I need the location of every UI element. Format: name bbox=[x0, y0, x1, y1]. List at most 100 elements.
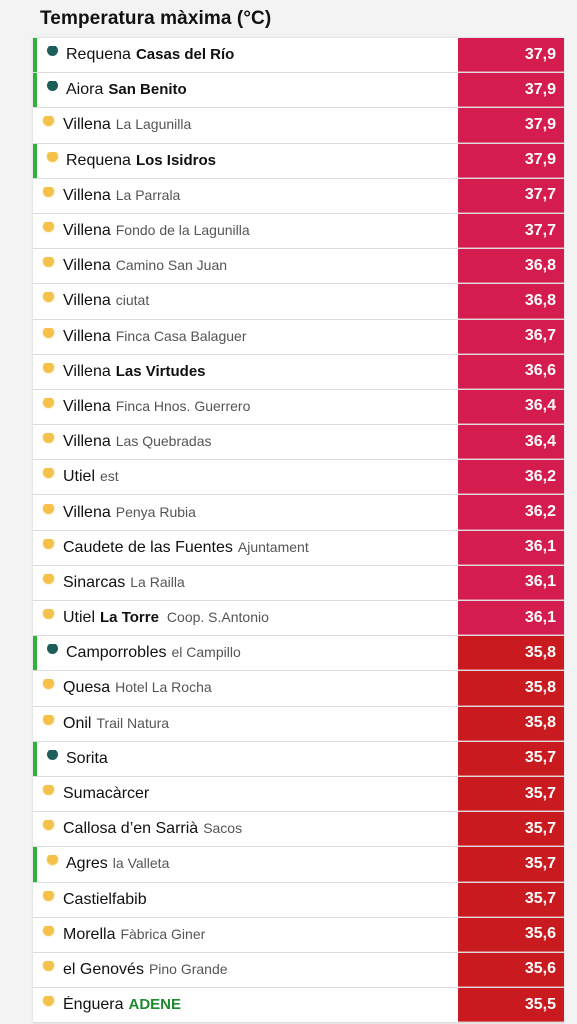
station-row[interactable]: Villena Las Virtudes 36,6 bbox=[33, 354, 564, 390]
sun-icon bbox=[43, 433, 54, 444]
sun-icon bbox=[43, 573, 54, 584]
sun-icon bbox=[47, 855, 58, 866]
station-row[interactable]: Sorita 35,7 bbox=[33, 741, 564, 777]
temperature-value: 37,9 bbox=[458, 143, 564, 178]
temperature-value: 36,4 bbox=[458, 425, 564, 460]
sun-icon bbox=[43, 362, 54, 373]
station-name-cell: Castielfabib bbox=[33, 890, 458, 909]
sun-icon bbox=[43, 820, 54, 831]
station-row[interactable]: Utiel est 36,2 bbox=[33, 460, 564, 496]
sun-icon bbox=[43, 186, 54, 197]
temperature-value: 36,1 bbox=[458, 601, 564, 636]
station-dot-icon bbox=[47, 749, 58, 760]
town-label: Villena bbox=[63, 433, 111, 451]
station-label: San Benito bbox=[108, 81, 187, 99]
sun-icon bbox=[47, 151, 58, 162]
station-row[interactable]: el Genovés Pino Grande 35,6 bbox=[33, 952, 564, 989]
sun-icon bbox=[43, 714, 54, 725]
station-name-cell: Sinarcas La Railla bbox=[33, 573, 458, 592]
town-label: Utiel bbox=[63, 468, 96, 486]
station-name-cell: Onil Trail Natura bbox=[33, 714, 458, 733]
temperature-value: 35,8 bbox=[458, 671, 564, 706]
town-label: el Genovés bbox=[63, 960, 144, 978]
sun-icon bbox=[43, 890, 54, 901]
town-label: Camporrobles bbox=[66, 644, 167, 662]
station-row[interactable]: Villena Penya Rubia 36,2 bbox=[33, 495, 564, 531]
station-dot-icon bbox=[47, 644, 58, 655]
station-name-cell: Villena Finca Casa Balaguer bbox=[33, 327, 458, 346]
station-label: Hotel La Rocha bbox=[115, 679, 212, 696]
station-name-cell: Villena Penya Rubia bbox=[33, 503, 458, 522]
sun-icon bbox=[43, 503, 54, 514]
station-row[interactable]: Villena Camino San Juan 36,8 bbox=[33, 249, 564, 285]
station-label: Sacos bbox=[203, 820, 243, 837]
temperature-value: 36,8 bbox=[458, 284, 564, 319]
station-row[interactable]: Villena Las Quebradas 36,4 bbox=[33, 425, 564, 461]
station-dot-icon bbox=[47, 81, 58, 92]
town-label: Quesa bbox=[63, 679, 111, 697]
station-name-cell: Villena Camino San Juan bbox=[33, 257, 458, 275]
temperature-value: 35,8 bbox=[458, 636, 564, 671]
temperature-value: 36,1 bbox=[458, 565, 564, 600]
station-name-cell: Camporrobles el Campillo bbox=[33, 644, 458, 662]
town-label: Onil bbox=[63, 714, 92, 732]
temperature-value: 36,1 bbox=[458, 530, 564, 565]
sun-icon bbox=[43, 116, 54, 127]
station-label: La Railla bbox=[130, 573, 185, 590]
station-row[interactable]: Castielfabib 35,7 bbox=[33, 882, 564, 918]
station-name-cell: Utiel est bbox=[33, 468, 458, 486]
temperature-value: 37,7 bbox=[458, 178, 564, 213]
station-row[interactable]: Caudete de las Fuentes Ajuntament 36,1 bbox=[33, 530, 564, 566]
station-row[interactable]: Villena La Lagunilla 37,9 bbox=[33, 108, 564, 144]
station-label: Ajuntament bbox=[237, 538, 309, 555]
station-name-cell: Sorita bbox=[33, 749, 458, 768]
station-row[interactable]: Villena La Parrala 37,7 bbox=[33, 178, 564, 214]
station-row[interactable]: Aiora San Benito 37,9 bbox=[33, 73, 564, 109]
station-row[interactable]: Villena ciutat 36,8 bbox=[33, 284, 564, 320]
station-extra-label: Coop. S.Antonio bbox=[166, 609, 269, 626]
sun-icon bbox=[43, 996, 54, 1007]
station-row[interactable]: Villena Fondo de la Lagunilla 37,7 bbox=[33, 213, 564, 250]
station-row[interactable]: Villena Finca Casa Balaguer 36,7 bbox=[33, 319, 564, 355]
station-row[interactable]: Sinarcas La Railla 36,1 bbox=[33, 565, 564, 601]
temperature-value: 35,6 bbox=[458, 952, 564, 988]
temperature-value: 37,9 bbox=[458, 108, 564, 143]
station-label: Camino San Juan bbox=[115, 257, 228, 274]
temperature-value: 36,6 bbox=[458, 354, 564, 389]
temperature-value: 37,9 bbox=[458, 38, 564, 73]
sun-icon bbox=[43, 679, 54, 690]
station-label: Finca Hnos. Guerrero bbox=[115, 397, 251, 414]
town-label: Villena bbox=[63, 327, 111, 345]
temperature-value: 35,5 bbox=[458, 988, 564, 1023]
station-row[interactable]: Callosa d’en Sarrià Sacos 35,7 bbox=[33, 812, 564, 848]
temperature-value: 35,7 bbox=[458, 882, 564, 917]
station-row[interactable]: Onil Trail Natura 35,8 bbox=[33, 706, 564, 742]
town-label: Caudete de las Fuentes bbox=[63, 538, 233, 556]
station-label: Fàbrica Giner bbox=[120, 925, 206, 942]
station-label: La Parrala bbox=[115, 186, 181, 203]
station-row[interactable]: Énguera ADENE 35,5 bbox=[33, 988, 564, 1024]
station-row[interactable]: Quesa Hotel La Rocha 35,8 bbox=[33, 671, 564, 707]
station-row[interactable]: Requena Los Isidros 37,9 bbox=[33, 143, 564, 179]
station-label: est bbox=[100, 468, 119, 485]
station-row[interactable]: Agres la Valleta 35,7 bbox=[33, 847, 564, 883]
temperature-value: 35,7 bbox=[458, 741, 564, 776]
station-row[interactable]: Camporrobles el Campillo 35,8 bbox=[33, 636, 564, 672]
sun-icon bbox=[43, 925, 54, 936]
station-name-cell: Aiora San Benito bbox=[33, 81, 458, 99]
station-row[interactable]: Utiel La Torre Coop. S.Antonio 36,1 bbox=[33, 601, 564, 637]
station-label: Finca Casa Balaguer bbox=[115, 327, 247, 344]
sun-icon bbox=[43, 397, 54, 408]
station-row[interactable]: Villena Finca Hnos. Guerrero 36,4 bbox=[33, 389, 564, 426]
temperature-value: 35,8 bbox=[458, 706, 564, 741]
station-name-cell: Villena Las Quebradas bbox=[33, 433, 458, 451]
page-title: Temperatura màxima (°C) bbox=[40, 8, 272, 29]
sun-icon bbox=[43, 609, 54, 620]
temperature-value: 37,9 bbox=[458, 73, 564, 108]
town-label: Villena bbox=[63, 397, 111, 415]
station-row[interactable]: Morella Fàbrica Giner 35,6 bbox=[33, 917, 564, 953]
station-row[interactable]: Requena Casas del Río 37,9 bbox=[33, 38, 564, 74]
sun-icon bbox=[43, 222, 54, 233]
town-label: Villena bbox=[63, 292, 111, 310]
station-row[interactable]: Sumacàrcer 35,7 bbox=[33, 776, 564, 813]
